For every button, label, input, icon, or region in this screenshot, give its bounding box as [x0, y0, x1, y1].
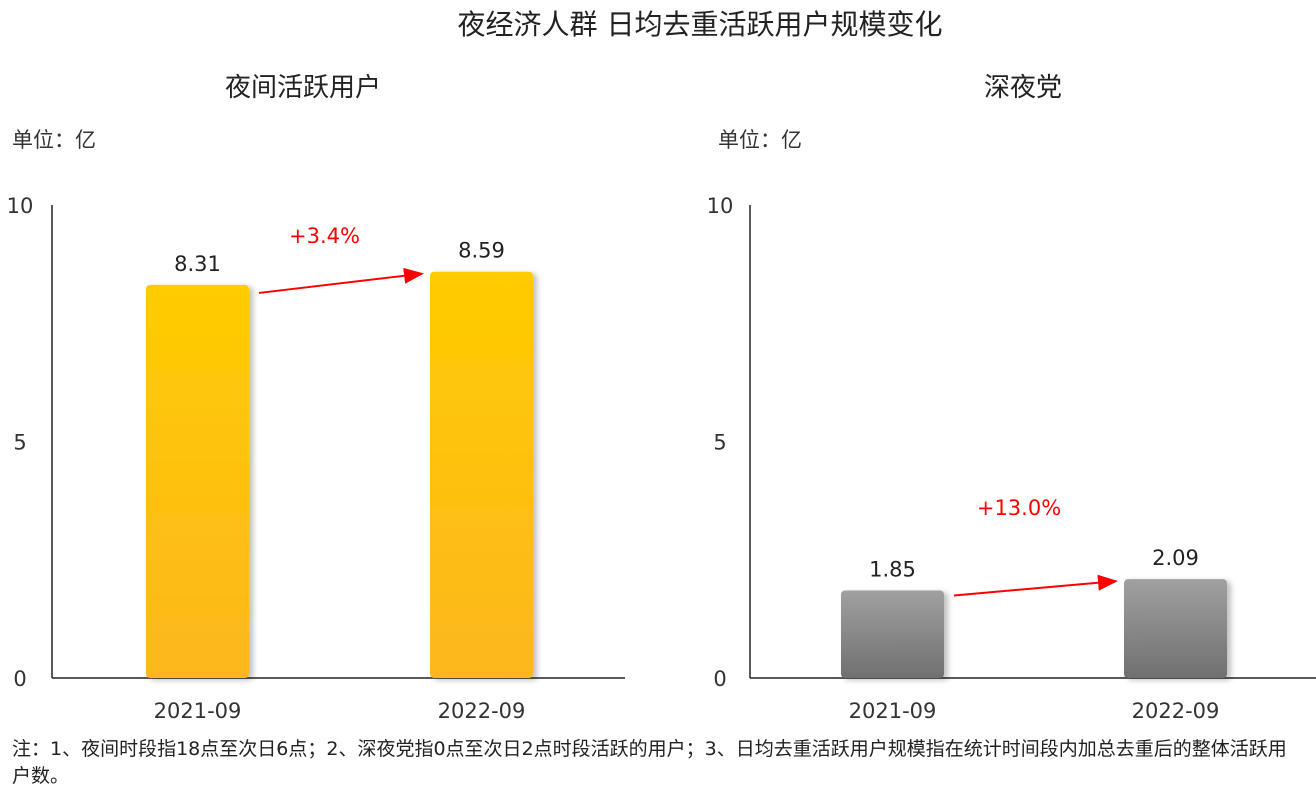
- subchart-title: 深夜党: [984, 73, 1062, 103]
- bar: [430, 271, 533, 678]
- x-tick-label: 2022-09: [438, 699, 526, 723]
- y-tick-label: 5: [13, 431, 26, 455]
- unit-label: 单位：亿: [718, 128, 802, 152]
- unit-label: 单位：亿: [12, 128, 96, 152]
- main-title: 夜经济人群 日均去重活跃用户规模变化: [458, 8, 943, 41]
- data-label: 1.85: [869, 557, 916, 581]
- subchart-title: 夜间活跃用户: [225, 73, 381, 103]
- y-tick-label: 10: [707, 194, 734, 218]
- growth-arrow: [953, 574, 1118, 597]
- data-label: 8.59: [458, 239, 505, 263]
- x-tick-label: 2021-09: [849, 699, 937, 723]
- bar: [146, 284, 249, 678]
- y-tick-label: 0: [13, 667, 26, 691]
- x-tick-label: 2022-09: [1132, 699, 1220, 723]
- data-label: 8.31: [174, 252, 221, 276]
- growth-label: +3.4%: [289, 224, 360, 248]
- y-tick-label: 10: [7, 194, 34, 218]
- x-tick-label: 2021-09: [154, 699, 242, 723]
- y-tick-label: 5: [713, 431, 726, 455]
- bar: [841, 590, 944, 678]
- bar: [1124, 579, 1227, 678]
- data-label: 2.09: [1152, 546, 1199, 570]
- y-tick-label: 0: [713, 667, 726, 691]
- growth-arrow: [258, 267, 424, 294]
- growth-label: +13.0%: [977, 496, 1061, 520]
- footnote: 注：1、夜间时段指18点至次日6点；2、深夜党指0点至次日2点时段活跃的用户；3…: [12, 738, 1287, 787]
